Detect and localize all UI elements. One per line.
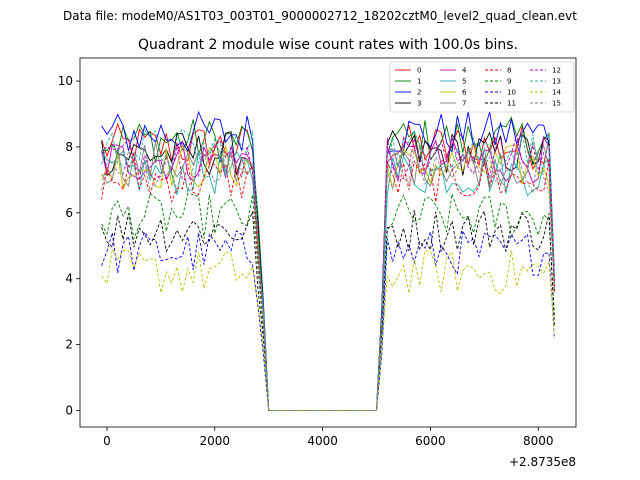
plot-area: [80, 58, 576, 427]
y-tick-label: 6: [65, 206, 73, 220]
legend-label: 14: [552, 89, 561, 97]
legend-label: 12: [552, 67, 561, 75]
x-tick-label: 0: [103, 434, 111, 448]
legend-label: 8: [507, 67, 511, 75]
legend-label: 10: [507, 89, 516, 97]
legend-label: 6: [462, 89, 467, 97]
chart-title: Quadrant 2 module wise count rates with …: [138, 37, 518, 53]
legend-label: 13: [552, 78, 561, 86]
legend-label: 7: [462, 100, 466, 108]
plot-frame: [79, 57, 577, 428]
x-tick-label: 8000: [523, 434, 554, 448]
y-tick-label: 8: [65, 140, 73, 154]
legend-label: 1: [417, 78, 421, 86]
y-tick-label: 2: [65, 338, 73, 352]
x-tick-label: 4000: [307, 434, 338, 448]
legend-label: 11: [507, 100, 516, 108]
x-tick-label: 6000: [415, 434, 446, 448]
series-line-13: [101, 128, 555, 411]
legend-label: 9: [507, 78, 511, 86]
series-line-15: [101, 149, 555, 411]
legend-label: 3: [417, 100, 421, 108]
x-tick-label: 2000: [200, 434, 231, 448]
legend-label: 2: [417, 89, 421, 97]
y-tick-label: 10: [58, 74, 73, 88]
axes-layer: 0 2000 4000 6000 8000 0 2 4 6 8 10: [58, 74, 554, 448]
suptitle: Data file: modeM0/AS1T03_003T01_90000027…: [63, 9, 577, 23]
series-line-11: [101, 209, 555, 411]
series-layer: [101, 110, 555, 411]
y-tick-label: 0: [65, 404, 73, 418]
legend-label: 5: [462, 78, 466, 86]
legend-label: 0: [417, 67, 421, 75]
legend-box: [389, 61, 575, 113]
y-tick-label: 4: [65, 272, 73, 286]
x-offset-label: +2.8735e8: [509, 455, 576, 469]
series-line-8: [101, 156, 555, 411]
legend-label: 4: [462, 67, 467, 75]
series-line-9: [101, 192, 555, 411]
legend-label: 15: [552, 100, 561, 108]
